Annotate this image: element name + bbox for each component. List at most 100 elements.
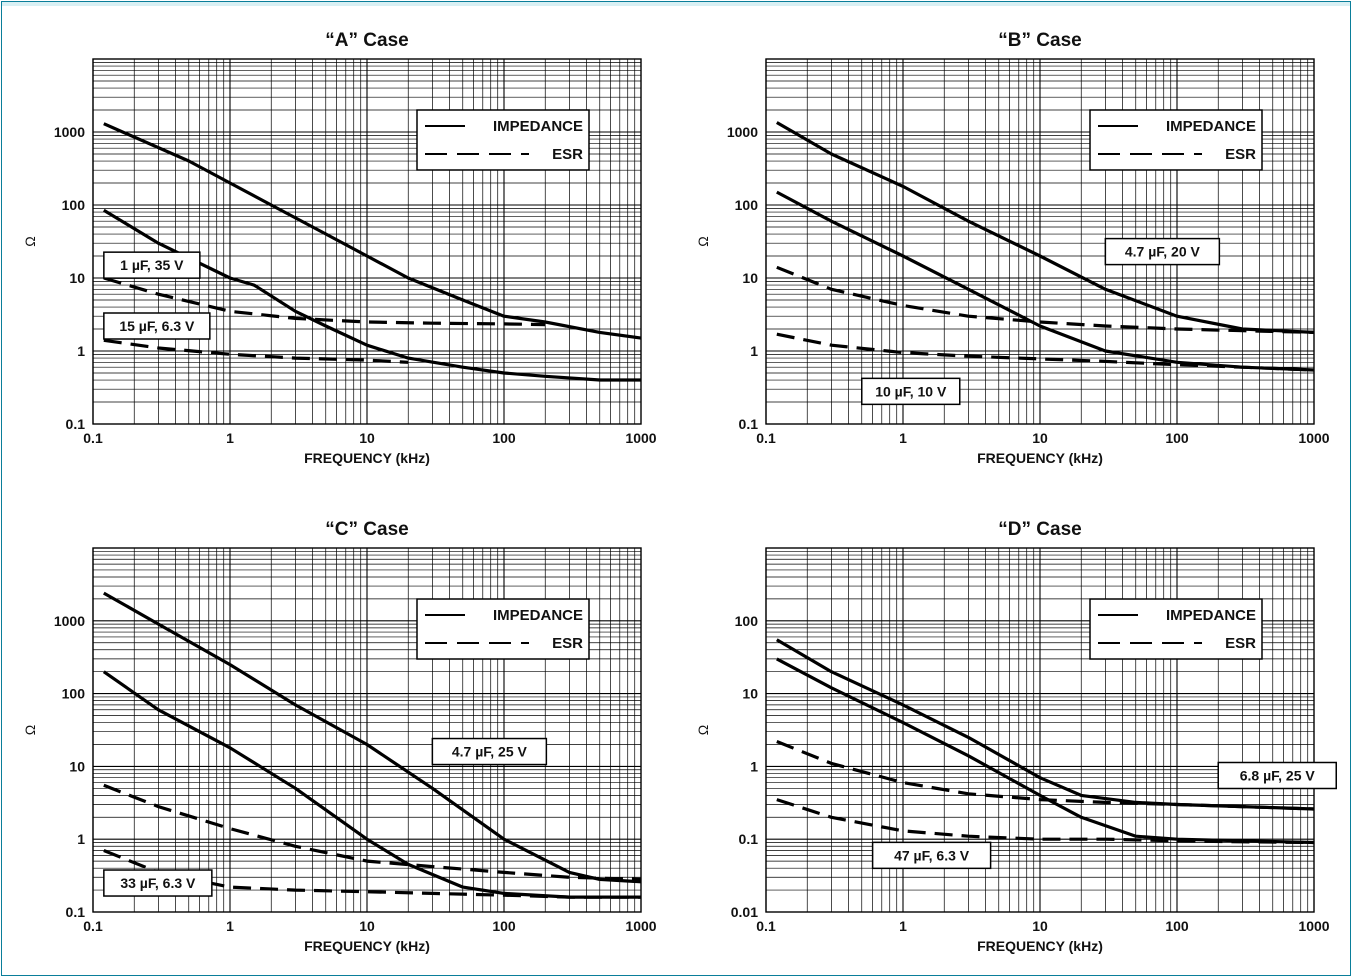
annotation-box — [103, 312, 211, 340]
grid — [92, 548, 641, 913]
esr-line-1 — [776, 740, 1315, 811]
x-tick-label: 10 — [1032, 918, 1048, 934]
y-tick-label: 1000 — [727, 124, 758, 140]
legend: IMPEDANCE ESR — [1089, 598, 1263, 660]
y-tick-label: 0.01 — [731, 904, 758, 920]
legend: IMPEDANCE ESR — [416, 109, 590, 171]
series-annotation-0: 4.7 µF, 25 V — [431, 737, 548, 766]
series-annotation-0: 1 µF, 35 V — [103, 251, 201, 279]
x-axis-label: FREQUENCY (kHz) — [977, 938, 1103, 954]
chart-title: “C” Case — [325, 519, 408, 540]
series-annotation-0: 4.7 µF, 20 V — [1104, 237, 1221, 266]
y-tick-label: 1 — [77, 831, 85, 847]
x-tick-label: 10 — [359, 430, 375, 446]
series-annotation-1: 15 µF, 6.3 V — [103, 312, 211, 340]
y-axis-label: Ω — [22, 725, 38, 735]
impedance-line-0 — [103, 122, 642, 340]
series-annotation-1: 10 µF, 10 V — [861, 377, 961, 406]
annotation-label: 15 µF, 6.3 V — [119, 318, 195, 334]
plot-border — [92, 547, 642, 913]
annotation-label: 1 µF, 35 V — [120, 257, 184, 273]
impedance-line-2 — [102, 208, 641, 382]
legend-esr-label: ESR — [1225, 146, 1256, 163]
impedance-line-2 — [102, 670, 641, 899]
impedance-line-0 — [776, 121, 1315, 334]
y-tick-label: 100 — [62, 197, 86, 213]
legend: IMPEDANCE ESR — [1089, 109, 1263, 171]
y-tick-label: 10 — [69, 270, 85, 286]
annotation-box — [103, 869, 213, 897]
x-tick-label: 0.1 — [83, 918, 103, 934]
x-tick-label: 0.1 — [83, 430, 103, 446]
y-tick-label: 10 — [742, 686, 758, 702]
x-tick-label: 1000 — [1298, 918, 1329, 934]
esr-line-1 — [776, 265, 1315, 334]
x-tick-label: 10 — [1032, 430, 1048, 446]
annotation-box — [1104, 237, 1221, 266]
x-axis-label: FREQUENCY (kHz) — [977, 450, 1103, 466]
impedance-line-2 — [776, 657, 1315, 845]
chart-title: “D” Case — [998, 519, 1081, 540]
legend: IMPEDANCE ESR — [416, 598, 590, 660]
legend-esr-label: ESR — [552, 635, 583, 652]
legend-box — [1089, 109, 1263, 171]
annotation-label: 4.7 µF, 20 V — [1125, 244, 1201, 260]
y-tick-label: 1000 — [54, 124, 85, 140]
top-strip — [2, 2, 1350, 6]
x-tick-label: 100 — [492, 430, 516, 446]
series-annotation-1: 33 µF, 6.3 V — [103, 869, 213, 897]
legend-esr-label: ESR — [552, 146, 583, 163]
annotation-label: 4.7 µF, 25 V — [452, 744, 528, 760]
esr-line-1 — [103, 783, 642, 881]
chart-title: “A” Case — [325, 30, 408, 51]
x-tick-label: 1 — [226, 918, 234, 934]
impedance-line-0 — [103, 591, 642, 884]
x-axis-label: FREQUENCY (kHz) — [304, 450, 430, 466]
legend-impedance-label: IMPEDANCE — [493, 118, 583, 135]
legend-impedance-label: IMPEDANCE — [493, 607, 583, 624]
annotation-box — [861, 377, 961, 406]
series-annotation-0: 6.8 µF, 25 V — [1217, 761, 1337, 790]
annotation-label: 10 µF, 10 V — [875, 383, 947, 399]
x-tick-label: 100 — [1165, 918, 1189, 934]
y-tick-label: 0.1 — [739, 416, 759, 432]
legend-esr-label: ESR — [1225, 635, 1256, 652]
x-tick-label: 1000 — [625, 430, 656, 446]
legend-impedance-label: IMPEDANCE — [1166, 118, 1256, 135]
grid — [765, 548, 1314, 913]
y-tick-label: 10 — [742, 270, 758, 286]
esr-line-3 — [103, 338, 409, 364]
y-tick-label: 0.1 — [66, 416, 86, 432]
y-tick-label: 1 — [750, 758, 758, 774]
y-axis-label: Ω — [22, 236, 38, 246]
y-tick-label: 100 — [62, 686, 86, 702]
y-tick-label: 100 — [735, 613, 759, 629]
x-tick-label: 10 — [359, 918, 375, 934]
y-tick-label: 0.1 — [739, 831, 759, 847]
annotation-box — [1217, 761, 1337, 790]
annotation-box — [871, 841, 992, 870]
x-tick-label: 1 — [899, 918, 907, 934]
y-axis-label: Ω — [695, 725, 711, 735]
chart-panel-0: “A” Case 0.1 1 10 100 1000 0.1 1 10 100 1000 FREQUE… — [22, 30, 657, 466]
annotation-label: 33 µF, 6.3 V — [120, 875, 196, 891]
x-tick-label: 100 — [1165, 430, 1189, 446]
x-tick-label: 1 — [226, 430, 234, 446]
plot-border — [765, 547, 1315, 913]
annotation-box — [103, 251, 201, 279]
x-tick-label: 1 — [899, 430, 907, 446]
chart-title: “B” Case — [998, 30, 1081, 51]
annotation-label: 47 µF, 6.3 V — [894, 847, 970, 863]
y-tick-label: 1 — [750, 343, 758, 359]
annotation-box — [431, 737, 548, 766]
x-tick-label: 1000 — [1298, 430, 1329, 446]
chart-panel-1: “B” Case 0.1 1 10 100 1000 0.1 1 10 100 1000 FREQUE… — [695, 30, 1330, 466]
x-tick-label: 0.1 — [756, 430, 776, 446]
legend-impedance-label: IMPEDANCE — [1166, 607, 1256, 624]
legend-box — [416, 109, 590, 171]
plot-border — [765, 58, 1315, 425]
series-annotation-1: 47 µF, 6.3 V — [871, 841, 992, 870]
